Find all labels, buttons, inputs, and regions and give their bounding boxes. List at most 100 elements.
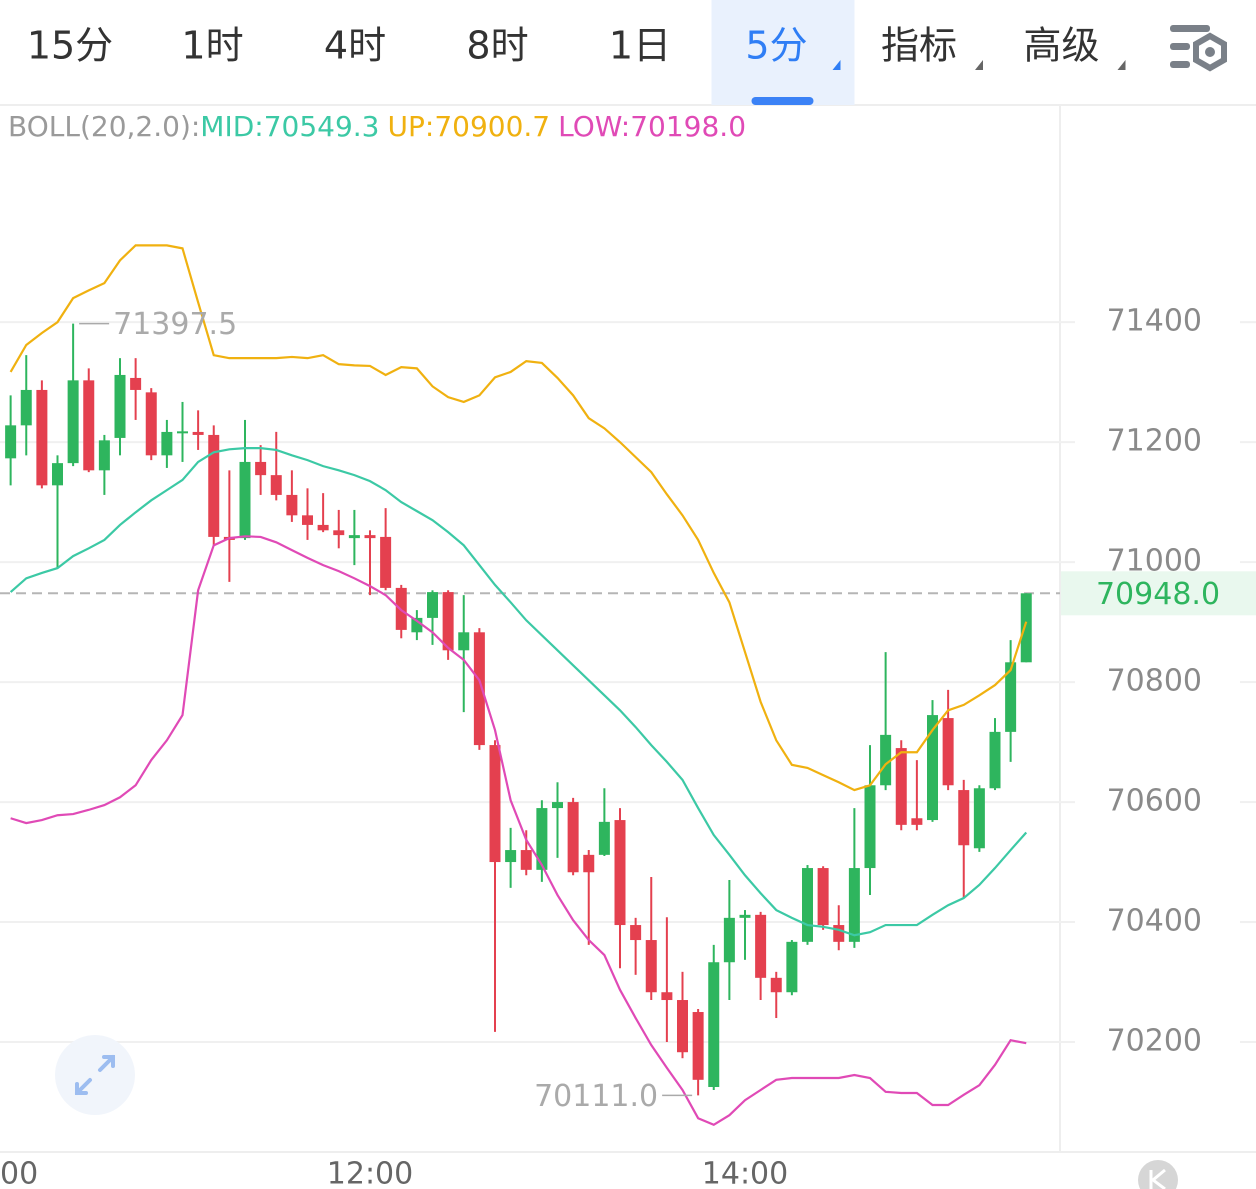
tab-label[interactable]: 15分 [27,24,113,68]
candle-body [239,461,251,539]
expand-button[interactable] [55,1035,135,1115]
candle-body [489,745,501,863]
candle-body [848,868,860,942]
boll-line [9,244,1028,792]
tab-label[interactable]: 4时 [324,24,386,68]
expand-icon [75,1055,115,1095]
legend-item: MID:70549.3 [200,110,379,143]
expand-bg [55,1035,135,1115]
y-tick-label: 70200 [1107,1024,1202,1059]
candle-body [911,818,923,825]
candle-body [36,389,48,486]
candle-body [114,374,126,438]
tab-label[interactable]: 5分 [745,24,807,68]
indicator-legend: BOLL(20,2.0):MID:70549.3 UP:70900.7 LOW:70… [8,110,746,143]
tab-dropdown [1117,60,1126,70]
candle-body [442,592,454,651]
candle-body [192,431,204,435]
tab-label[interactable]: 1日 [609,24,671,68]
y-tick-label: 71400 [1107,304,1202,339]
boll-line [10,535,1027,1127]
last-price-label: 70948.0 [1096,577,1220,612]
candle-body [411,617,423,633]
candle-body [458,632,470,651]
candle-body [5,425,17,459]
tab-dropdown [832,60,841,70]
candle-body [583,854,595,873]
candle-body [473,632,485,746]
candle-body [598,821,610,855]
candle-body [333,530,345,536]
candle-body [661,992,673,1001]
boll-line [9,447,1028,937]
tabs: 15分 1时 4时 8时 1日 5分 指标 高级 [27,0,1126,105]
candle-body [723,917,735,963]
candle-body [770,977,782,993]
tab-label[interactable]: 1时 [181,24,243,68]
icon-bar [1170,25,1210,32]
y-tick-label: 70800 [1107,664,1202,699]
candle-body [645,940,657,993]
candle-body [427,592,438,618]
tab-label[interactable]: 8时 [466,24,528,68]
candle-body [348,535,360,539]
candle-body [380,536,392,588]
candle-body [98,440,110,471]
candle-body [677,1000,688,1053]
x-tick-label: 00 [0,1157,38,1189]
candle-body [20,389,32,426]
candle-body [302,515,313,525]
icon-hex [1193,32,1227,72]
candle-body [255,461,267,476]
toolbar [0,0,1256,105]
candle-body [817,868,829,926]
candle-body [833,925,845,942]
tab-label[interactable]: 指标 [881,24,957,68]
candle-body [958,790,970,846]
y-tick-label: 70400 [1107,904,1202,939]
low-marker-label: 70111.0 [534,1079,658,1114]
x-tick-label: 12:00 [327,1157,413,1189]
candle-body [364,535,376,539]
indicator-name: BOLL(20,2.0): [8,110,200,143]
candle-body [567,802,579,873]
candle-body [927,715,938,821]
candle-body [786,941,798,993]
candle-body [614,820,626,926]
last-price-bg [1061,571,1256,616]
candle-body [942,718,954,786]
tab-dropdown [975,60,983,70]
k-icon [1149,1168,1166,1189]
candle-body [520,850,532,870]
candle-body [536,808,548,870]
legend-item: UP:70900.7 [388,110,551,143]
k-button[interactable] [1138,1160,1178,1189]
candle-body [208,434,220,537]
x-tick-label: 14:00 [702,1157,788,1189]
candle-body [692,1012,704,1080]
y-tick-label: 70600 [1107,784,1202,819]
candle-body [286,494,298,516]
tab-active-bg [711,0,855,105]
candle-body [505,850,517,863]
candle-body [130,377,142,390]
candle-body [1005,662,1017,732]
tab-underline [751,97,814,105]
candle-body [802,868,813,942]
candle-body [880,734,892,786]
settings-icon[interactable] [1170,25,1227,72]
candle-body [67,380,79,464]
high-marker-label: 71397.5 [113,307,237,342]
candle-body [177,431,188,434]
icon-bar [1170,61,1190,68]
candle-body [708,962,720,1088]
candle-body [989,731,1001,789]
candle-body [270,475,282,495]
tab-label[interactable]: 高级 [1023,24,1099,68]
candle-body [895,748,907,825]
candle-body [1020,593,1032,663]
legend-item: LOW:70198.0 [558,110,746,143]
y-tick-label: 71200 [1107,424,1202,459]
